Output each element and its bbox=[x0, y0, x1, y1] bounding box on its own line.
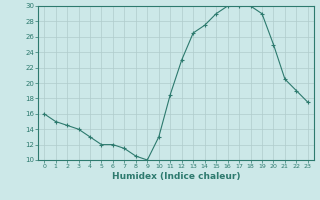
X-axis label: Humidex (Indice chaleur): Humidex (Indice chaleur) bbox=[112, 172, 240, 181]
